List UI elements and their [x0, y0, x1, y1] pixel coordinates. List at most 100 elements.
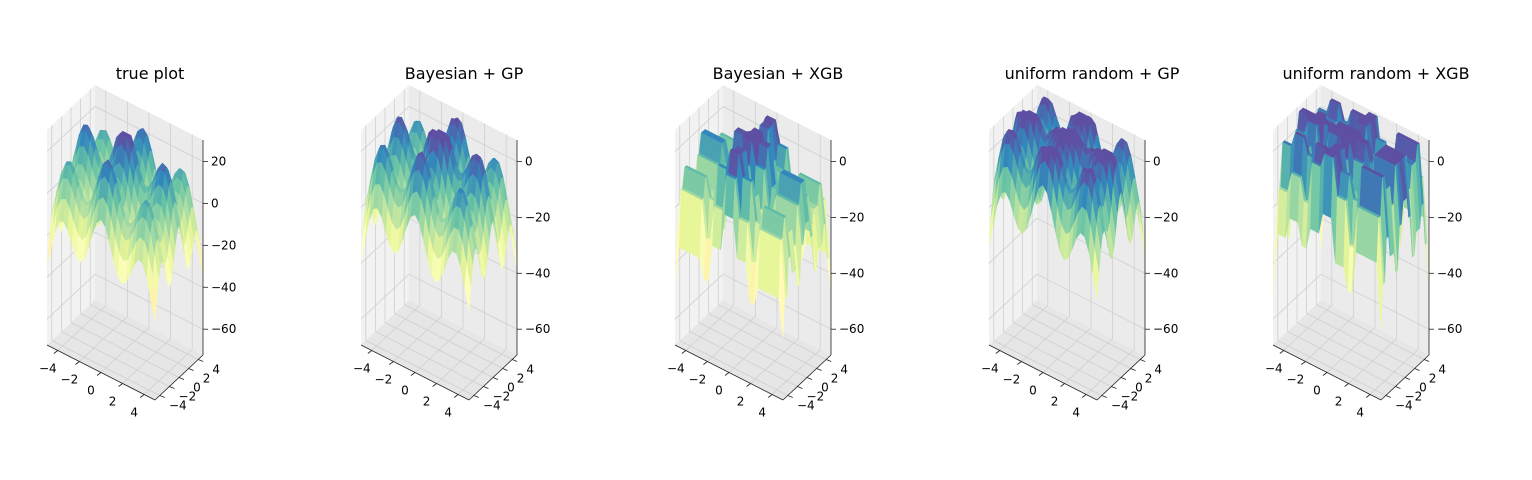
x-tick-label: 0 — [1313, 384, 1321, 398]
z-tick-label: −60 — [1153, 322, 1178, 336]
y-tick-label: 0 — [193, 381, 201, 395]
y-tick-mark — [787, 395, 793, 398]
y-tick-label: −4 — [1395, 399, 1413, 413]
y-tick-label: 2 — [517, 372, 525, 386]
x-tick-label: −2 — [1287, 373, 1305, 387]
surface — [988, 96, 1146, 299]
subplot-true-plot: true plot −4 −2 0 2 4 −4 −2 0 2 4 20 0 −20 −40 −60 — [0, 0, 306, 480]
x-tick-label: 2 — [1335, 395, 1343, 409]
subplot-uniform-random-gp: uniform random + GP −4 −2 0 2 4 −4 −2 0 2 4 0 −20 −40… — [942, 0, 1248, 480]
x-tick-label: 2 — [1051, 395, 1059, 409]
y-tick-label: 0 — [1419, 381, 1427, 395]
chart-title: Bayesian + GP — [405, 64, 524, 83]
y-tick-mark — [826, 359, 832, 362]
x-tick-label: −4 — [1265, 362, 1283, 376]
surface-facet — [1376, 217, 1384, 330]
x-tick-mark — [367, 350, 373, 354]
z-tick-label: −60 — [525, 322, 550, 336]
surface — [674, 115, 832, 339]
y-tick-label: 4 — [1154, 363, 1162, 377]
y-tick-mark — [198, 359, 204, 362]
x-tick-label: 2 — [423, 395, 431, 409]
y-tick-label: −2 — [179, 390, 197, 404]
surface — [46, 124, 204, 322]
y-tick-mark — [483, 386, 489, 389]
y-tick-label: 4 — [1438, 363, 1446, 377]
x-tick-mark — [1365, 394, 1371, 398]
x-tick-mark — [410, 372, 416, 376]
x-tick-label: 0 — [87, 384, 95, 398]
y-tick-mark — [797, 386, 803, 389]
z-tick-label: −60 — [1437, 322, 1462, 336]
z-tick-label: 0 — [211, 196, 219, 210]
y-tick-mark — [159, 395, 165, 398]
z-tick-label: −20 — [525, 210, 550, 224]
x-tick-mark — [1060, 383, 1065, 387]
x-tick-mark — [724, 372, 730, 376]
x-tick-label: −4 — [667, 362, 685, 376]
chart-title: true plot — [116, 64, 185, 83]
z-tick-label: −60 — [211, 322, 236, 336]
z-tick-label: 0 — [1153, 155, 1161, 169]
x-tick-mark — [1279, 350, 1285, 354]
z-tick-label: −40 — [1153, 266, 1178, 280]
y-tick-label: 2 — [1145, 372, 1153, 386]
y-tick-mark — [1120, 377, 1127, 380]
z-tick-label: 0 — [525, 155, 533, 169]
x-tick-label: −2 — [1003, 373, 1021, 387]
y-tick-mark — [816, 368, 822, 371]
x-tick-mark — [389, 361, 394, 365]
z-tick-label: −20 — [839, 210, 864, 224]
z-tick-label: 20 — [211, 155, 226, 169]
y-tick-label: −2 — [1405, 390, 1423, 404]
x-tick-label: −4 — [39, 362, 57, 376]
y-tick-label: 0 — [507, 381, 515, 395]
y-tick-label: 0 — [821, 381, 829, 395]
x-tick-mark — [746, 383, 751, 387]
z-tick-label: −40 — [1437, 266, 1462, 280]
x-tick-label: −2 — [375, 373, 393, 387]
x-tick-label: 4 — [1356, 406, 1364, 420]
y-tick-label: −4 — [169, 399, 187, 413]
y-tick-mark — [178, 377, 185, 380]
z-tick-label: −40 — [839, 266, 864, 280]
x-tick-mark — [453, 394, 459, 398]
y-tick-label: −2 — [493, 390, 511, 404]
y-tick-mark — [492, 377, 499, 380]
surface-facet — [464, 264, 472, 312]
x-tick-mark — [1017, 361, 1022, 365]
x-tick-mark — [118, 383, 123, 387]
x-tick-mark — [995, 350, 1001, 354]
x-tick-mark — [703, 361, 708, 365]
z-tick-label: −40 — [525, 266, 550, 280]
surface-facet — [778, 240, 786, 339]
z-tick-label: 0 — [839, 155, 847, 169]
x-tick-label: 4 — [758, 406, 766, 420]
y-tick-label: 2 — [831, 372, 839, 386]
subplot-bayesian-xgb: Bayesian + XGB −4 −2 0 2 4 −4 −2 0 2 4 0 −20 −40 −60 — [628, 0, 934, 480]
x-tick-mark — [1081, 394, 1087, 398]
x-tick-mark — [767, 394, 773, 398]
surface — [360, 116, 518, 312]
x-tick-mark — [1301, 361, 1306, 365]
x-tick-label: 0 — [715, 384, 723, 398]
x-tick-label: 4 — [444, 406, 452, 420]
x-tick-label: 4 — [130, 406, 138, 420]
y-tick-mark — [1130, 368, 1136, 371]
x-tick-mark — [1038, 372, 1044, 376]
z-tick-label: −20 — [1153, 210, 1178, 224]
z-tick-label: −40 — [211, 280, 236, 294]
x-tick-mark — [1344, 383, 1349, 387]
subplot-bayesian-gp: Bayesian + GP −4 −2 0 2 4 −4 −2 0 2 4 0 −20 −40 −60 — [314, 0, 620, 480]
y-tick-label: 4 — [212, 363, 220, 377]
y-tick-mark — [169, 386, 175, 389]
y-tick-mark — [1414, 368, 1420, 371]
x-tick-mark — [1322, 372, 1328, 376]
y-tick-mark — [1424, 359, 1430, 362]
y-tick-mark — [473, 395, 479, 398]
subplot-uniform-random-xgb: uniform random + XGB −4 −2 0 2 4 −4 −2 0 2 4 0 −20 −4… — [1226, 0, 1532, 480]
